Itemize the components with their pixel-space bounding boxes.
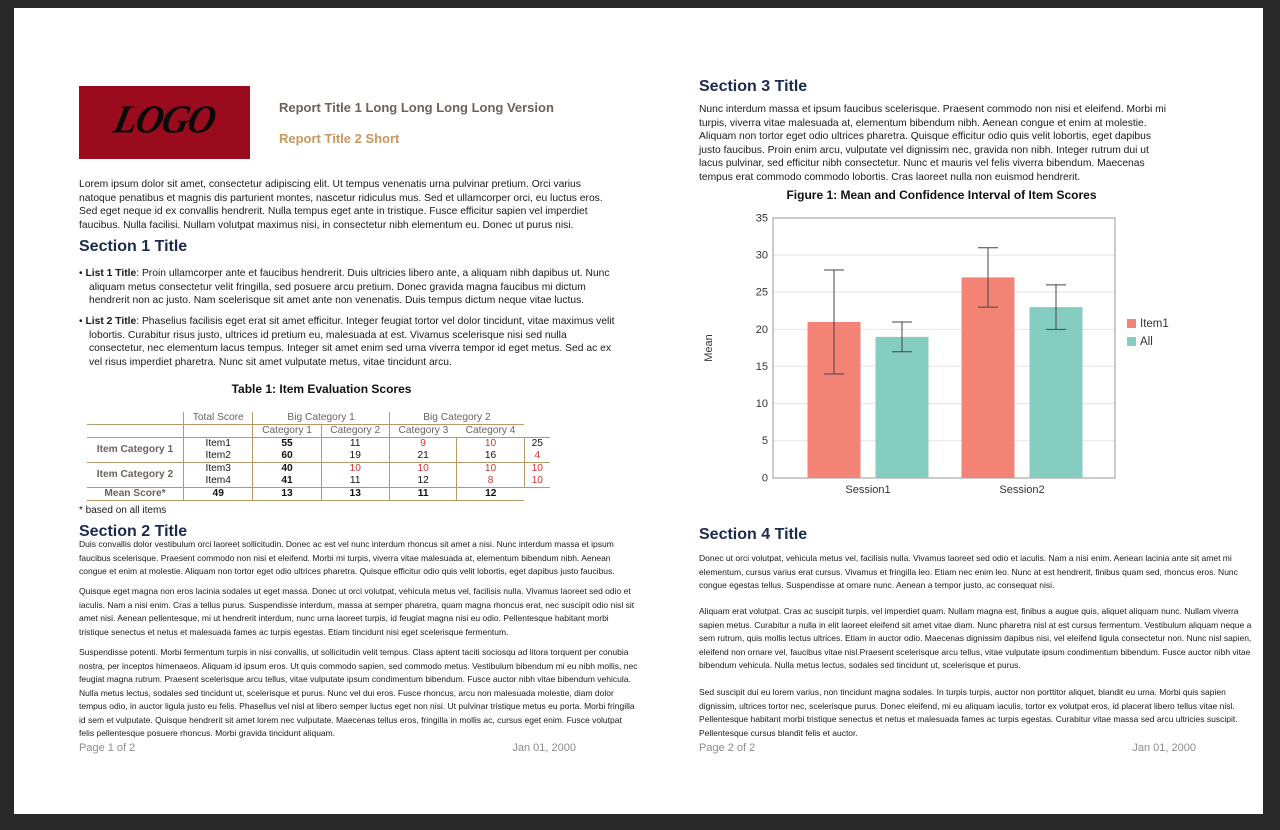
svg-text:0: 0 bbox=[762, 473, 768, 485]
svg-text:Mean: Mean bbox=[703, 334, 715, 362]
svg-text:Session2: Session2 bbox=[999, 484, 1044, 496]
svg-text:35: 35 bbox=[756, 213, 768, 225]
svg-text:5: 5 bbox=[762, 435, 768, 447]
svg-text:30: 30 bbox=[756, 250, 768, 262]
svg-text:Item1: Item1 bbox=[1140, 318, 1169, 330]
svg-text:Session1: Session1 bbox=[845, 484, 890, 496]
svg-text:10: 10 bbox=[756, 398, 768, 410]
svg-text:25: 25 bbox=[756, 287, 768, 299]
svg-text:15: 15 bbox=[756, 361, 768, 373]
svg-text:All: All bbox=[1140, 336, 1153, 348]
svg-text:20: 20 bbox=[756, 324, 768, 336]
